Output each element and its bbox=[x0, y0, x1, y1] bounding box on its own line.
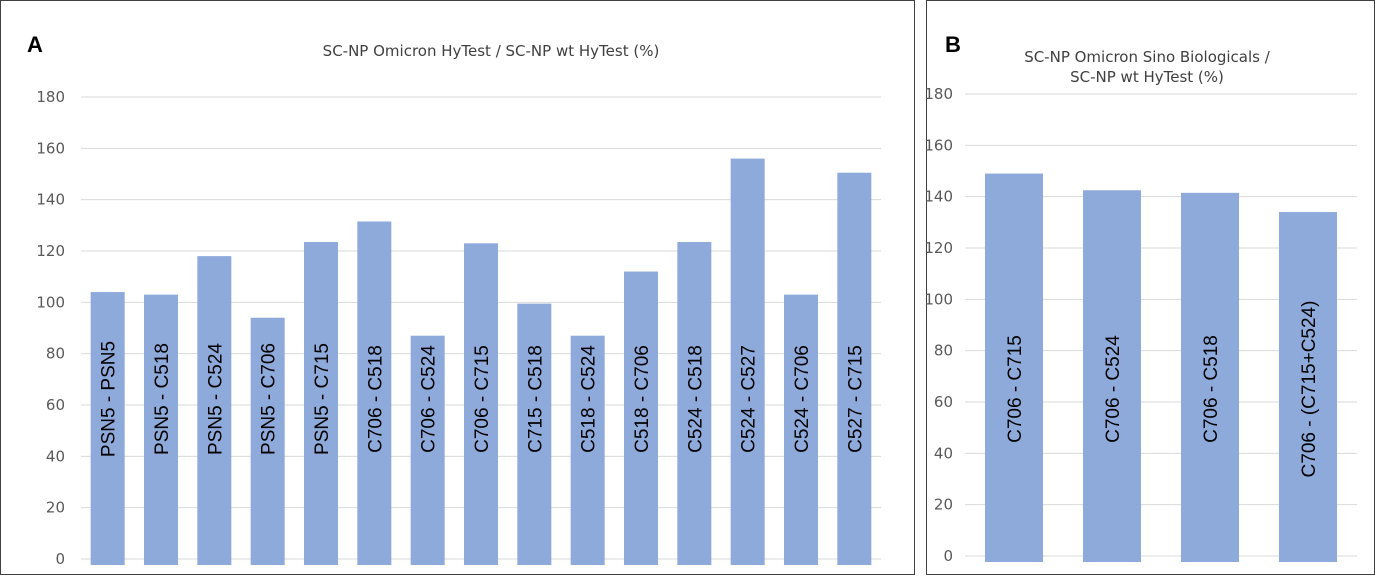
panel-a: A SC-NP Omicron HyTest / SC-NP wt HyTest… bbox=[0, 0, 915, 575]
bar-label: C706 - C715 bbox=[1005, 335, 1026, 443]
bar-label: PSN5 - PSN5 bbox=[99, 341, 120, 457]
bar bbox=[144, 294, 178, 565]
panel-b-title: SC-NP Omicron Sino Biologicals / SC-NP w… bbox=[967, 47, 1327, 87]
bar bbox=[464, 243, 498, 566]
y-tick-label: 160 bbox=[36, 139, 65, 157]
bar bbox=[1279, 212, 1337, 563]
bar bbox=[730, 158, 765, 565]
y-tick-label: 80 bbox=[46, 345, 65, 363]
bar-label: C518 - C706 bbox=[632, 345, 653, 453]
bar bbox=[624, 271, 658, 565]
panel-b-letter: B bbox=[945, 32, 961, 57]
y-tick-label: 80 bbox=[934, 342, 953, 360]
bar-label: C706 - C524 bbox=[1103, 335, 1124, 443]
panel-b: B SC-NP Omicron Sino Biologicals / SC-NP… bbox=[924, 0, 1375, 575]
chart-a-plot: 0 20 40 60 80 100 120 140 160 180 PSN5 - PSN5 PSN5 … bbox=[36, 88, 881, 568]
y-tick-label: 40 bbox=[934, 444, 953, 462]
bar-label: PSN5 - C524 bbox=[205, 343, 226, 455]
bar-label: C524 - C706 bbox=[792, 345, 813, 453]
bar bbox=[677, 242, 712, 565]
y-tick-label: 140 bbox=[924, 188, 953, 206]
bar bbox=[197, 256, 232, 565]
bar bbox=[1181, 192, 1239, 563]
bar bbox=[90, 292, 125, 565]
bar-label: C715 - C518 bbox=[525, 345, 546, 453]
bar-label: C527 - C715 bbox=[845, 345, 866, 453]
y-tick-label: 100 bbox=[36, 293, 65, 311]
panel-a-letter: A bbox=[27, 32, 43, 57]
y-tick-label: 40 bbox=[46, 447, 65, 465]
bar bbox=[517, 303, 552, 565]
bar-label: C524 - C518 bbox=[685, 345, 706, 453]
bar-label: C518 - C524 bbox=[579, 345, 600, 453]
chart-b-plot: 0 20 40 60 80 100 120 140 160 180 C706 - C715 C706 … bbox=[924, 85, 1357, 565]
y-tick-label: 140 bbox=[36, 191, 65, 209]
y-tick-label: 0 bbox=[943, 547, 953, 565]
panel-a-title: SC-NP Omicron HyTest / SC-NP wt HyTest (… bbox=[322, 42, 660, 60]
bar bbox=[1083, 190, 1141, 562]
bar-label: C524 - C527 bbox=[739, 345, 760, 453]
y-tick-label: 100 bbox=[924, 290, 953, 308]
bar bbox=[570, 335, 605, 565]
bar bbox=[357, 221, 392, 565]
bar-label: C706 - C518 bbox=[1201, 335, 1222, 443]
bar-label: PSN5 - C518 bbox=[152, 343, 173, 455]
y-tick-label: 180 bbox=[924, 85, 953, 103]
panel-b-title-line-2: SC-NP wt HyTest (%) bbox=[1070, 68, 1224, 86]
y-tick-label: 20 bbox=[46, 499, 65, 517]
bar bbox=[410, 335, 445, 565]
y-tick-label: 180 bbox=[36, 88, 65, 106]
bar-label: PSN5 - C706 bbox=[259, 343, 280, 455]
bar bbox=[985, 173, 1043, 563]
bar bbox=[304, 242, 338, 565]
bar-label: C706 - C518 bbox=[365, 345, 386, 453]
bar-label: C706 - C715 bbox=[472, 345, 493, 453]
y-tick-label: 60 bbox=[46, 396, 65, 414]
bar bbox=[837, 172, 872, 565]
bar-label: C706 - (C715+C524) bbox=[1299, 301, 1320, 478]
y-tick-label: 0 bbox=[55, 550, 65, 568]
y-tick-label: 60 bbox=[934, 393, 953, 411]
y-tick-label: 120 bbox=[924, 239, 953, 257]
panel-b-title-line-1: SC-NP Omicron Sino Biologicals / bbox=[1024, 48, 1270, 66]
bar bbox=[250, 317, 285, 565]
y-tick-label: 160 bbox=[924, 136, 953, 154]
bar-label: C706 - C524 bbox=[419, 345, 440, 453]
y-tick-label: 20 bbox=[934, 496, 953, 514]
bar bbox=[784, 294, 818, 565]
bar-label: PSN5 - C715 bbox=[312, 343, 333, 455]
y-tick-label: 120 bbox=[36, 242, 65, 260]
